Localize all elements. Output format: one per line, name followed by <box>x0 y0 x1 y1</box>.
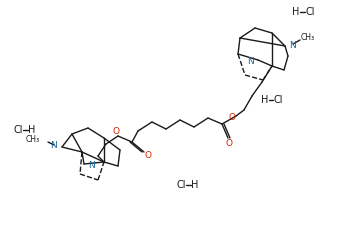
Text: N: N <box>50 142 57 151</box>
Text: O: O <box>228 113 236 122</box>
Text: N: N <box>88 162 95 171</box>
Text: CH₃: CH₃ <box>301 34 315 43</box>
Text: H: H <box>191 180 199 190</box>
Text: Cl: Cl <box>305 7 315 17</box>
Text: CH₃: CH₃ <box>26 135 40 144</box>
Text: H: H <box>292 7 300 17</box>
Text: Cl: Cl <box>13 125 23 135</box>
Text: N: N <box>289 40 296 50</box>
Text: Cl: Cl <box>176 180 186 190</box>
Text: N: N <box>247 56 254 65</box>
Text: O: O <box>226 140 232 148</box>
Text: H: H <box>261 95 269 105</box>
Text: O: O <box>112 126 120 135</box>
Text: Cl: Cl <box>273 95 283 105</box>
Text: H: H <box>28 125 36 135</box>
Text: O: O <box>145 151 151 160</box>
